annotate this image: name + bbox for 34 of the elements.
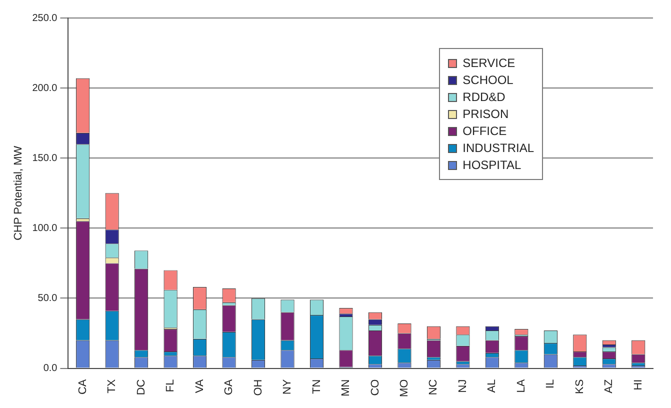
x-tick-label: AL [486, 379, 498, 393]
legend-label: SERVICE [462, 56, 516, 70]
legend-label: HOSPITAL [462, 158, 522, 172]
legend-label: RDD&D [462, 90, 506, 104]
x-tick-label: NY [282, 378, 294, 395]
x-tick-label: KS [574, 379, 586, 394]
x-tick-label: CO [369, 378, 382, 396]
y-tick-label: 150.0 [32, 152, 58, 164]
y-tick-label: 200.0 [32, 82, 58, 94]
x-tick-label: IL [544, 379, 557, 388]
x-tick-label: LA [515, 378, 528, 393]
y-tick-label: 50.0 [38, 292, 58, 304]
x-tick-label: VA [194, 378, 206, 394]
x-tick-label: CA [76, 378, 89, 395]
x-tick-label: TX [106, 378, 118, 394]
legend-label: INDUSTRIAL [462, 141, 534, 155]
x-tick-label: GA [223, 378, 236, 396]
legend-label: PRISON [462, 107, 509, 121]
y-tick-label: 250.0 [32, 12, 58, 24]
x-tick-label: TN [310, 379, 323, 394]
legend-label: SCHOOL [462, 73, 514, 87]
x-tick-label: NJ [456, 379, 469, 393]
y-tick-label: 100.0 [32, 222, 58, 234]
x-tick-label: MO [398, 378, 410, 398]
x-tick-label: NC [428, 379, 440, 396]
x-tick-label: HI [632, 379, 644, 390]
x-tick-label: FL [164, 379, 177, 392]
x-tick-label: DC [135, 379, 148, 396]
x-tick-label: AZ [603, 379, 616, 394]
x-tick-label: OH [252, 379, 264, 396]
x-tick-label: MN [340, 379, 352, 396]
legend-label: OFFICE [462, 124, 507, 138]
y-tick-label: 0.0 [43, 363, 58, 374]
y-axis-title: CHP Potential, MW [12, 145, 25, 240]
